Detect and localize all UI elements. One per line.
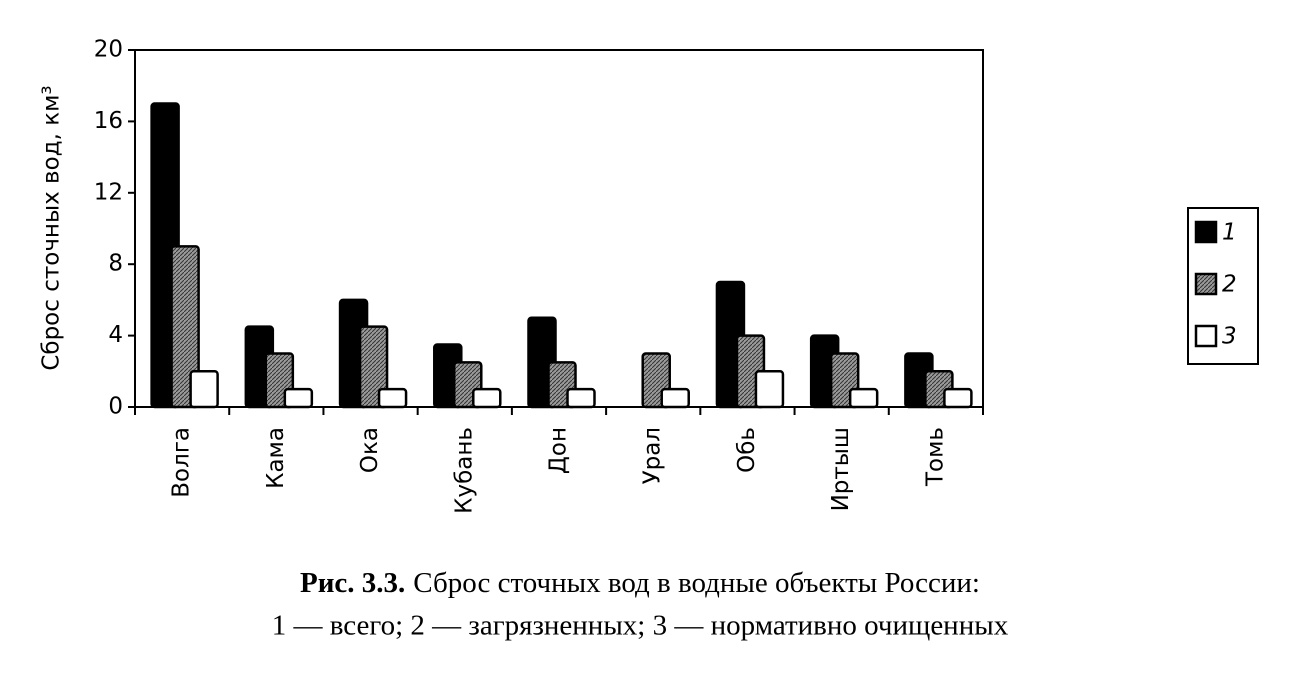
x-tick-label: Кубань [451,427,477,514]
bar [170,245,200,409]
caption-prefix: Рис. 3.3. [300,567,405,599]
legend-label: 3 [1222,324,1237,350]
bar [283,387,314,409]
x-tick-label: Ока [357,427,383,473]
y-tick-label: 12 [94,179,123,205]
x-tick-label: Урал [640,427,666,484]
y-tick-label: 4 [108,322,123,348]
bar [377,387,408,409]
bar [566,387,596,409]
x-tick-label: Иртыш [828,427,854,511]
legend-swatch [1194,272,1218,296]
legend-label: 1 [1222,220,1237,246]
y-tick-label: 8 [108,251,123,277]
chart-subtitle: 1 — всего; 2 — загрязненных; 3 — нормати… [272,610,1009,642]
y-tick-label: 16 [94,108,123,134]
bar [189,370,219,409]
x-tick-label: Дон [546,427,572,474]
caption: Рис. 3.3. Сброс сточных вод в водные объе… [300,567,980,599]
x-tick-label: Обь [734,427,760,473]
bar [358,325,389,409]
chart-title: Сброс сточных вод в водные объекты Росси… [413,567,980,599]
legend-frame [1187,207,1259,365]
bar [472,387,502,409]
x-tick-label: Кама [263,427,289,489]
legend-swatch [1194,220,1218,244]
y-axis-label: Сброс сточных вод, км³ [39,85,65,370]
y-tick-label: 0 [108,394,123,420]
legend-swatch [1194,324,1218,348]
bar [943,387,973,409]
bar [660,387,690,409]
legend-label: 2 [1222,272,1237,298]
bar [848,387,879,409]
bar [754,370,785,409]
y-tick-label: 20 [94,37,123,63]
x-tick-label: Томь [922,427,948,487]
x-tick-label: Волга [169,427,195,498]
